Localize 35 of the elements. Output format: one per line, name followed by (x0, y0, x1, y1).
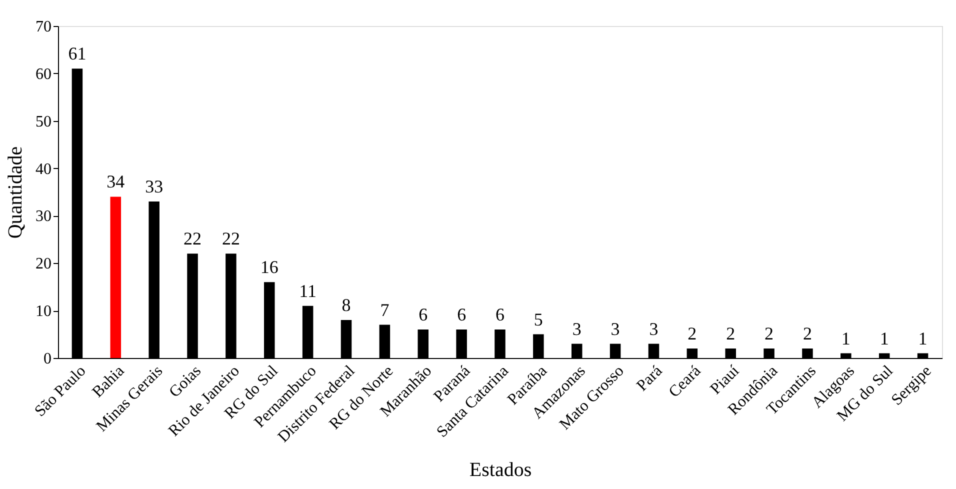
x-axis-title: Estados (469, 459, 532, 482)
y-tick-label: 10 (36, 303, 52, 320)
y-tick-label: 20 (36, 256, 52, 273)
data-label: 11 (299, 280, 316, 301)
data-label: 3 (610, 318, 620, 339)
data-label: 2 (726, 324, 736, 344)
data-label: 1 (841, 328, 850, 348)
y-axis-title: Quantidade (4, 146, 26, 239)
data-label: 5 (534, 309, 543, 330)
y-tick-label: 60 (36, 66, 52, 83)
data-label: 16 (260, 257, 278, 278)
y-tick-label: 70 (36, 18, 52, 36)
data-label: 8 (342, 295, 351, 316)
data-label: 22 (184, 228, 202, 249)
data-label: 2 (688, 324, 697, 344)
y-tick-label: 0 (44, 350, 52, 368)
y-tick-label: 40 (36, 160, 52, 178)
data-label: 33 (145, 176, 164, 196)
data-label: 6 (457, 304, 466, 325)
data-label: 2 (764, 324, 774, 344)
data-label: 6 (418, 304, 428, 325)
data-label: 7 (380, 300, 390, 320)
data-label: 3 (572, 318, 582, 339)
y-tick-label: 50 (36, 113, 52, 130)
data-label: 6 (496, 304, 504, 325)
data-label: 61 (68, 44, 86, 64)
y-tick-label: 30 (36, 208, 52, 226)
data-label: 22 (222, 228, 240, 249)
x-tick-label: Pará (634, 362, 666, 395)
data-label: 3 (649, 318, 658, 339)
data-label: 34 (106, 172, 125, 192)
bar (110, 196, 122, 358)
data-label: 1 (880, 328, 889, 348)
data-label: 2 (802, 324, 812, 344)
data-label: 1 (918, 328, 928, 348)
